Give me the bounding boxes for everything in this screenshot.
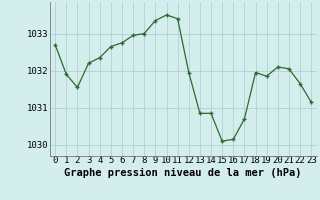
X-axis label: Graphe pression niveau de la mer (hPa): Graphe pression niveau de la mer (hPa)	[64, 168, 302, 178]
